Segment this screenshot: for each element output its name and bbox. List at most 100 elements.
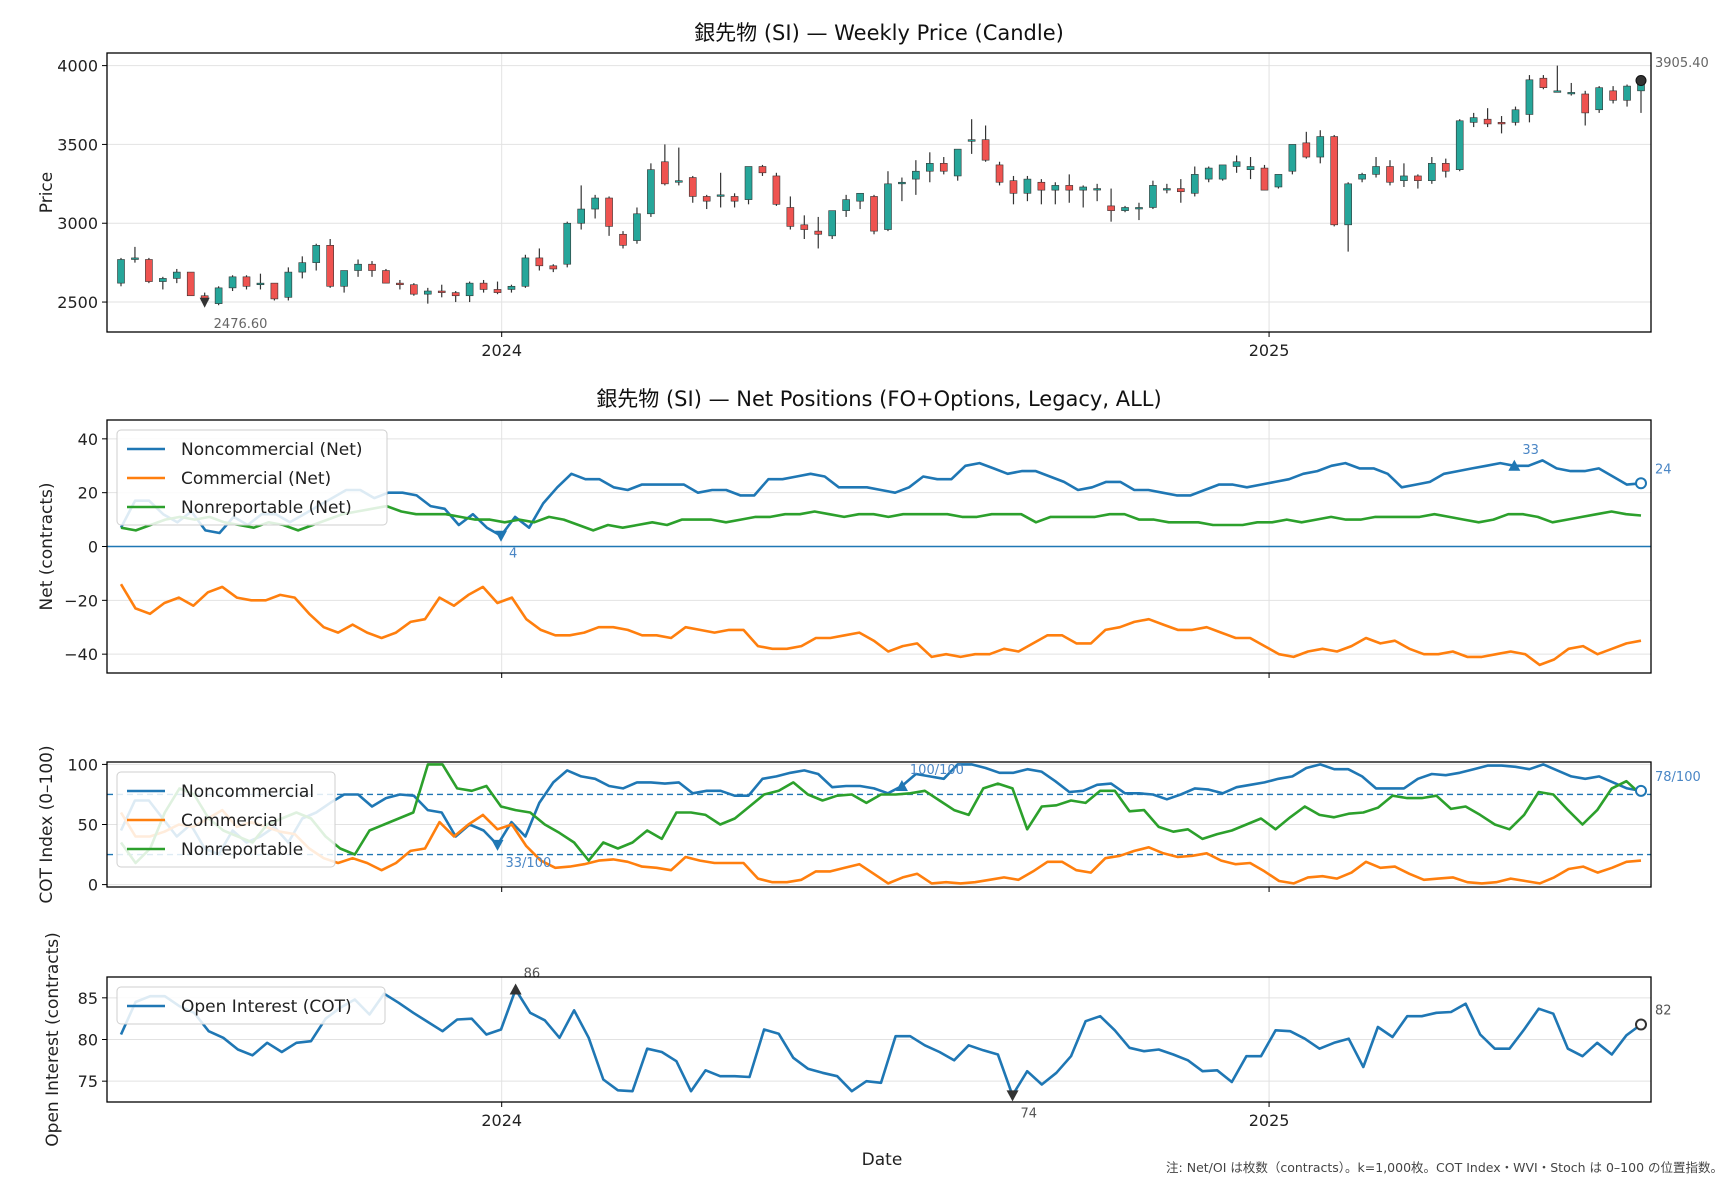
candle [1400, 163, 1408, 187]
candle [1455, 119, 1464, 172]
candle [730, 193, 739, 208]
last-marker [1635, 784, 1647, 797]
last-label-box [1653, 53, 1713, 70]
candle [1093, 183, 1101, 202]
open_interest-frame [106, 976, 1652, 1103]
candle [131, 246, 139, 263]
y-tick-label: 0 [88, 876, 98, 895]
candle [1218, 164, 1227, 181]
candle [340, 270, 348, 293]
candle [898, 177, 906, 202]
last-marker [1635, 1018, 1647, 1031]
last-label: 78/100 [1655, 770, 1701, 785]
candle [633, 207, 641, 244]
min-marker [491, 839, 504, 851]
candle [828, 210, 836, 239]
max-label: 86 [524, 967, 541, 982]
candle [1232, 155, 1241, 173]
candle [1344, 182, 1352, 252]
legend-label: Commercial (Net) [181, 469, 331, 489]
candle [786, 196, 795, 230]
min-marker [1006, 1090, 1019, 1102]
candle [1581, 90, 1590, 126]
min-label: 33/100 [506, 856, 552, 871]
candle [688, 175, 697, 203]
net-panel: −40 −20 0 20 40 銀先物 (SI) — Net Positions (FO+… [37, 387, 1672, 678]
candle [423, 287, 432, 304]
candle [1274, 174, 1283, 189]
candle [744, 166, 753, 205]
y-tick-label: 50 [78, 816, 98, 835]
y-tick-label: −40 [64, 645, 98, 664]
candle [772, 172, 781, 206]
candle [1372, 157, 1380, 178]
net-frame [106, 419, 1652, 674]
candle [117, 257, 125, 287]
y-tick-label: 3000 [57, 214, 98, 233]
candle [661, 144, 669, 186]
candle [1302, 131, 1311, 159]
candle [507, 284, 516, 293]
candle [1595, 86, 1603, 113]
candle [842, 194, 850, 217]
candle [1190, 166, 1199, 197]
x-tick-label: 2024 [481, 1111, 522, 1130]
min-marker [199, 297, 210, 308]
candle [856, 192, 864, 210]
candle [758, 164, 767, 176]
min-marker [495, 530, 507, 542]
candle [605, 196, 613, 236]
net-legend: Noncommercial (Net) Commercial (Net) Nonre… [116, 429, 388, 526]
candle [1567, 82, 1576, 96]
candle [926, 152, 934, 183]
min-label-box [210, 315, 269, 331]
candle [1288, 144, 1297, 175]
candle [591, 194, 599, 219]
legend-label: Nonreportable [181, 840, 303, 860]
candle [228, 275, 237, 292]
cot_index-panel: 0 50 100 COT Index (0–100) 33/100 100/100 78/1… [37, 745, 1701, 903]
candle [186, 271, 195, 297]
candle [242, 275, 251, 290]
min-label: 74 [1021, 1106, 1038, 1121]
y-tick-label: −20 [64, 591, 98, 610]
candle [800, 215, 809, 239]
candle [1623, 84, 1631, 107]
candle [159, 276, 167, 290]
candle [1204, 166, 1213, 183]
candle [1177, 179, 1185, 203]
candle [172, 268, 181, 284]
candle [981, 125, 990, 162]
candle [577, 185, 585, 230]
candle [1023, 175, 1032, 202]
legend-label: Open Interest (COT) [181, 997, 352, 1017]
candle [814, 216, 823, 249]
x-axis-label: Date [862, 1150, 903, 1170]
series-line-nonreportable [119, 763, 1642, 865]
candle [1553, 65, 1562, 93]
candle [270, 282, 279, 301]
candle [396, 279, 404, 290]
price-frame [106, 52, 1652, 333]
candle [967, 119, 976, 154]
candle [619, 231, 627, 249]
candle [1469, 112, 1478, 128]
net-ylabel: Net (contracts) [37, 483, 57, 611]
candle [382, 268, 390, 284]
candle [1609, 86, 1617, 104]
max-marker [895, 780, 908, 792]
y-tick-label: 75 [78, 1072, 98, 1091]
candle [912, 160, 920, 195]
candle [298, 256, 307, 279]
candle [1358, 172, 1366, 183]
open_interest-panel: 75 80 85 2024 2025 Open Interest (contracts) 7… [43, 932, 1672, 1146]
candle [451, 291, 460, 303]
candle [535, 248, 544, 271]
x-tick-label: 2024 [481, 341, 522, 360]
candle [145, 257, 153, 284]
open_interest-legend: Open Interest (COT) [116, 986, 386, 1025]
footnote: 注: Net/OI は枚数（contracts）。k=1,000枚。COT In… [1166, 1160, 1723, 1175]
candle [1079, 185, 1088, 208]
candle [884, 171, 892, 232]
